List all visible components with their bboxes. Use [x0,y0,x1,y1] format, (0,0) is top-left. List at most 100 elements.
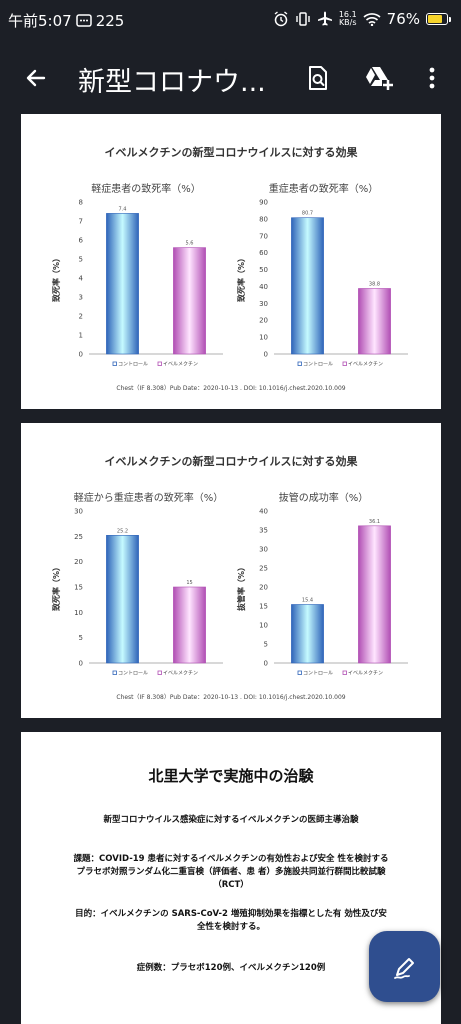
data-label: 5.6 [186,241,194,247]
arrow-left-icon [26,69,46,87]
y-tick-label: 5 [79,634,83,642]
message-count: 225 [95,11,125,30]
back-button[interactable] [20,62,52,94]
data-label: 15.4 [302,597,313,603]
bar-control [106,535,139,664]
legend-label: コントロール [118,362,148,368]
trial-subject: 課題：COVID-19 患者に対するイベルメクチンの有効性および安全 性を検討す… [73,854,389,890]
vibrate-icon [296,12,310,26]
chart-title: 抜管の成功率（%） [278,493,369,504]
legend-swatch [297,361,302,366]
legend-swatch [112,670,117,675]
data-label: 7.4 [119,206,127,212]
alarm-icon [274,11,288,27]
y-tick-label: 10 [259,334,268,342]
y-tick-label: 30 [259,300,268,308]
y-axis-label: 致死率（%） [51,254,61,302]
data-label: 25.2 [117,528,128,534]
y-tick-label: 0 [264,351,268,359]
search-in-document-button[interactable] [302,62,334,94]
y-tick-label: 30 [259,546,268,554]
y-tick-label: 80 [259,215,268,223]
bar-ivermectin [173,586,206,664]
legend-label: コントロール [303,671,333,677]
legend-label: コントロール [303,362,333,368]
drive-add-icon [366,67,393,90]
y-tick-label: 30 [74,508,83,516]
slide-title: イベルメクチンの新型コロナウイルスに対する効果 [104,455,358,468]
chart-title: 軽症から重症患者の致死率（%） [73,493,224,504]
battery-percent: 76% [386,10,420,28]
y-tick-label: 25 [74,533,83,541]
pdf-page-1: イベルメクチンの新型コロナウイルスに対する効果 軽症患者の致死率（%） 重症患者… [21,114,441,409]
bar-ivermectin [358,525,391,664]
y-tick-label: 20 [74,558,83,566]
bar-control [291,604,324,664]
y-axis-label: 致死率（%） [236,254,246,302]
y-tick-label: 50 [259,266,268,274]
pen-edit-icon [393,957,414,979]
clock: 午前5:07 [8,12,72,30]
y-tick-label: 0 [79,351,83,359]
y-tick-label: 20 [259,584,268,592]
y-tick-label: 4 [79,275,84,283]
y-tick-label: 40 [259,283,268,291]
pdf-page-3: 北里大学で実施中の治験 新型コロナウイルス感染症に対するイベルメクチンの医師主導… [21,732,441,1024]
legend-swatch [342,670,347,675]
chart-title: 重症患者の致死率（%） [268,184,379,195]
y-tick-label: 8 [79,199,83,207]
bar-chart-mild-mortality: 致死率（%） 0 1 2 3 4 5 6 7 8 7.4 5.6 コントロール イベルメクチン [51,199,223,368]
legend-label: コントロール [118,671,148,677]
net-speed: 16.1 KB/s [338,10,357,27]
edit-fab-button[interactable] [369,931,440,1002]
y-tick-label: 15 [74,584,83,592]
y-tick-label: 6 [79,237,84,245]
y-tick-label: 20 [259,317,268,325]
message-icon [75,14,92,27]
bar-ivermectin [173,247,206,355]
trial-purpose: 目的：イベルメクチンの SARS-CoV-2 増殖抑制効果を指標とした有 効性及… [75,909,387,932]
y-tick-label: 10 [74,609,83,617]
document-title: 新型コロナウ... [78,67,266,98]
status-right: 16.1 KB/s 76% [273,10,451,28]
y-tick-label: 1 [79,332,83,340]
y-tick-label: 3 [79,294,83,302]
more-vertical-icon [429,67,435,89]
wifi-icon [363,13,381,26]
status-bar: 午前5:07 225 16.1 KB/s 76% [0,0,461,42]
trial-cases: 症例数：プラセボ120例、イベルメクチン120例 [136,963,326,973]
citation: Chest（IF 8.308）Pub Date：2020-10-13 . DOI… [116,694,346,701]
y-tick-label: 0 [264,660,268,668]
bar-control [291,217,324,355]
more-options-button[interactable] [416,62,448,94]
add-to-drive-button[interactable] [362,62,394,94]
legend-label: イベルメクチン [163,671,198,677]
legend-label: イベルメクチン [348,671,383,677]
status-left: 午前5:07 225 [8,10,124,31]
bar-control [106,213,139,355]
y-tick-label: 25 [259,565,268,573]
data-label: 80.7 [302,211,313,217]
data-label: 38.8 [369,281,380,287]
bar-ivermectin [358,288,391,355]
y-tick-label: 90 [259,199,268,207]
battery-icon [426,13,451,25]
y-tick-label: 35 [259,527,268,535]
y-axis-label: 抜管率（%） [236,563,246,611]
slide-title: イベルメクチンの新型コロナウイルスに対する効果 [104,146,358,159]
battery-level [428,15,442,23]
y-tick-label: 7 [79,218,83,226]
app-bar: 新型コロナウ... [0,42,461,114]
document-search-icon [309,66,327,90]
legend-label: イベルメクチン [348,362,383,368]
y-tick-label: 5 [79,256,83,264]
y-tick-label: 60 [259,249,268,257]
legend-swatch [342,361,347,366]
y-tick-label: 40 [259,508,268,516]
data-label: 36.1 [369,519,380,525]
page-subheading: 新型コロナウイルス感染症に対するイベルメクチンの医師主導治験 [103,815,359,825]
chart-title: 軽症患者の致死率（%） [91,184,201,195]
y-tick-label: 5 [264,641,268,649]
legend-label: イベルメクチン [163,362,198,368]
bar-chart-progression-mortality: 致死率（%） 0 5 10 15 20 25 30 25.2 15 コントロール イベルメクチン [51,508,223,677]
